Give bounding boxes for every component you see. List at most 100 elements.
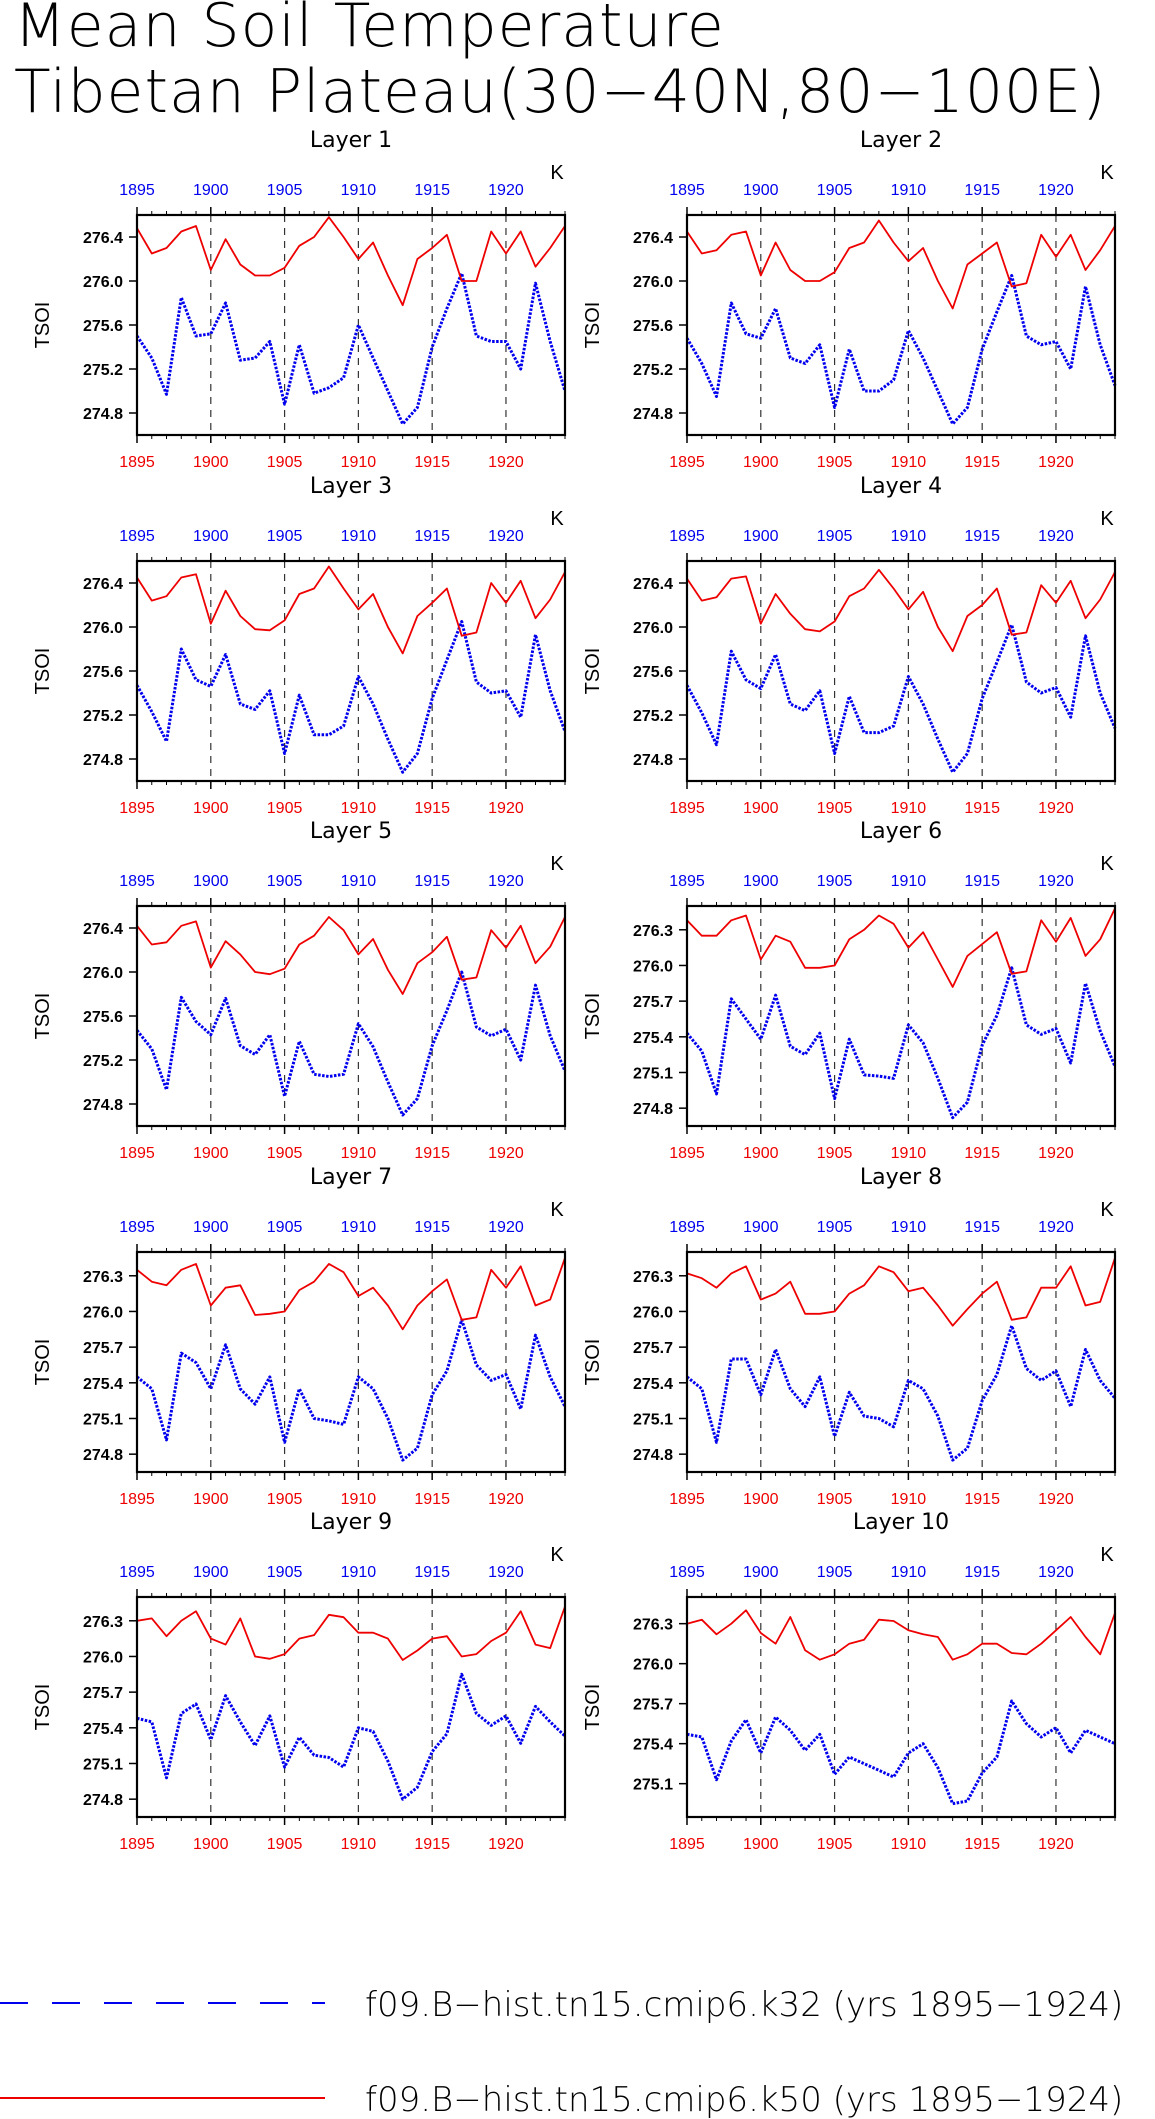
x-tick-label-bottom: 1920 [1038, 1145, 1074, 1162]
x-tick-label-bottom: 1895 [669, 1491, 705, 1508]
y-tick-label: 276.3 [633, 1617, 673, 1634]
panel-title: Layer 7 [310, 1165, 392, 1190]
x-tick-label-top: 1915 [414, 182, 450, 199]
series-line-k50 [686, 568, 1116, 653]
y-axis-label: TSOI [582, 302, 604, 349]
x-tick-label-bottom: 1895 [119, 1145, 155, 1162]
x-tick-label-bottom: 1910 [891, 1491, 927, 1508]
panel-title: Layer 4 [860, 474, 942, 499]
series-line-k32 [136, 1318, 567, 1462]
x-tick-label-top: 1900 [193, 182, 229, 199]
x-tick-label-top: 1895 [669, 528, 705, 545]
series-line-k50 [136, 916, 566, 995]
y-tick-label: 276.0 [83, 965, 123, 982]
y-axis-label: TSOI [32, 993, 54, 1040]
x-tick-label-top: 1900 [743, 528, 779, 545]
y-tick-label: 276.0 [633, 274, 673, 291]
y-tick-label: 276.3 [633, 923, 673, 940]
x-tick-label-top: 1895 [119, 528, 155, 545]
y-tick-label: 275.6 [83, 1009, 123, 1026]
x-tick-label-bottom: 1900 [743, 1491, 779, 1508]
x-tick-label-top: 1905 [817, 1219, 853, 1236]
panel-8: Layer 8 K 1895 1895 1900 1900 1905 1905 1910 1910… [582, 1165, 1117, 1508]
x-tick-label-bottom: 1895 [119, 1491, 155, 1508]
x-tick-label-top: 1895 [119, 873, 155, 890]
x-tick-label-bottom: 1905 [817, 1145, 853, 1162]
y-tick-label: 276.0 [633, 958, 673, 975]
y-tick-label: 276.0 [83, 620, 123, 637]
series-line-k32 [135, 970, 567, 1117]
y-tick-label: 274.8 [83, 1097, 123, 1114]
x-tick-label-bottom: 1920 [488, 800, 524, 817]
y-tick-label: 276.0 [633, 1657, 673, 1674]
y-tick-label: 276.4 [633, 576, 673, 593]
x-tick-label-top: 1895 [669, 182, 705, 199]
series-line-k50 [136, 216, 566, 307]
panel-4: Layer 4 K 1895 1895 1900 1900 1905 1905 1910 1910… [582, 474, 1117, 817]
panel-5: Layer 5 K 1895 1895 1900 1900 1905 1905 1910 1910… [32, 819, 567, 1162]
y-tick-label: 276.0 [83, 1304, 123, 1321]
series-line-k50 [136, 1606, 566, 1661]
y-tick-label: 276.4 [83, 230, 123, 247]
x-tick-label-bottom: 1910 [891, 1836, 927, 1853]
y-tick-label: 276.3 [83, 1269, 123, 1286]
x-tick-label-top: 1905 [267, 528, 303, 545]
y-tick-label: 275.7 [633, 1697, 673, 1714]
panel-2: Layer 2 K 1895 1895 1900 1900 1905 1905 1910 1910… [582, 128, 1117, 471]
legend-label-k50: f09.B−hist.tn15.cmip6.k50 (yrs 1895−1924… [365, 2080, 1123, 2119]
x-tick-label-top: 1905 [817, 528, 853, 545]
y-tick-label: 275.2 [633, 708, 673, 725]
plot-frame [685, 559, 1117, 783]
x-tick-label-top: 1895 [119, 1564, 155, 1581]
x-tick-label-top: 1915 [964, 528, 1000, 545]
x-tick-label-top: 1920 [488, 1219, 524, 1236]
x-tick-label-bottom: 1920 [488, 1491, 524, 1508]
x-tick-label-top: 1910 [891, 1219, 927, 1236]
x-tick-label-bottom: 1900 [193, 1836, 229, 1853]
panel-7: Layer 7 K 1895 1895 1900 1900 1905 1905 1910 1910… [32, 1165, 567, 1508]
x-tick-label-bottom: 1920 [1038, 800, 1074, 817]
x-tick-label-bottom: 1910 [891, 1145, 927, 1162]
x-tick-label-top: 1910 [891, 873, 927, 890]
x-tick-label-top: 1910 [341, 1219, 377, 1236]
panel-3: Layer 3 K 1895 1895 1900 1900 1905 1905 1910 1910… [32, 474, 567, 817]
x-tick-label-top: 1895 [119, 182, 155, 199]
series-line-k50 [136, 565, 566, 655]
panels: Layer 1 K 1895 1895 1900 1900 1905 1905 1910 1910… [32, 128, 1117, 1853]
x-tick-label-bottom: 1905 [267, 1491, 303, 1508]
x-tick-label-top: 1920 [1038, 182, 1074, 199]
y-tick-label: 275.1 [633, 1777, 673, 1794]
x-tick-label-bottom: 1900 [743, 454, 779, 471]
series-line-k32 [685, 623, 1117, 774]
series-line-k32 [685, 274, 1117, 426]
unit-label: K [1100, 162, 1114, 184]
x-tick-label-bottom: 1900 [743, 1836, 779, 1853]
unit-label: K [550, 162, 564, 184]
x-tick-label-bottom: 1915 [414, 454, 450, 471]
x-tick-label-bottom: 1895 [669, 800, 705, 817]
x-tick-label-top: 1910 [891, 528, 927, 545]
x-tick-label-bottom: 1900 [193, 454, 229, 471]
y-tick-label: 275.2 [83, 1053, 123, 1070]
plot-frame [685, 904, 1117, 1128]
x-tick-label-top: 1915 [964, 1564, 1000, 1581]
x-tick-label-top: 1915 [414, 528, 450, 545]
plot-frame [685, 213, 1117, 437]
y-tick-label: 275.6 [633, 664, 673, 681]
unit-label: K [550, 1199, 564, 1221]
x-tick-label-top: 1900 [743, 1564, 779, 1581]
y-tick-label: 276.0 [633, 620, 673, 637]
plot-frame [685, 1595, 1117, 1819]
series-line-k32 [136, 1672, 567, 1801]
y-tick-label: 275.1 [633, 1065, 673, 1082]
plot-frame [135, 1595, 567, 1819]
x-tick-label-bottom: 1915 [964, 800, 1000, 817]
y-axis-label: TSOI [582, 1339, 604, 1386]
plot-frame [135, 559, 567, 783]
y-axis-label: TSOI [32, 302, 54, 349]
y-tick-label: 276.4 [633, 230, 673, 247]
panel-1: Layer 1 K 1895 1895 1900 1900 1905 1905 1910 1910… [32, 128, 567, 471]
y-tick-label: 275.2 [83, 362, 123, 379]
x-tick-label-top: 1900 [743, 873, 779, 890]
